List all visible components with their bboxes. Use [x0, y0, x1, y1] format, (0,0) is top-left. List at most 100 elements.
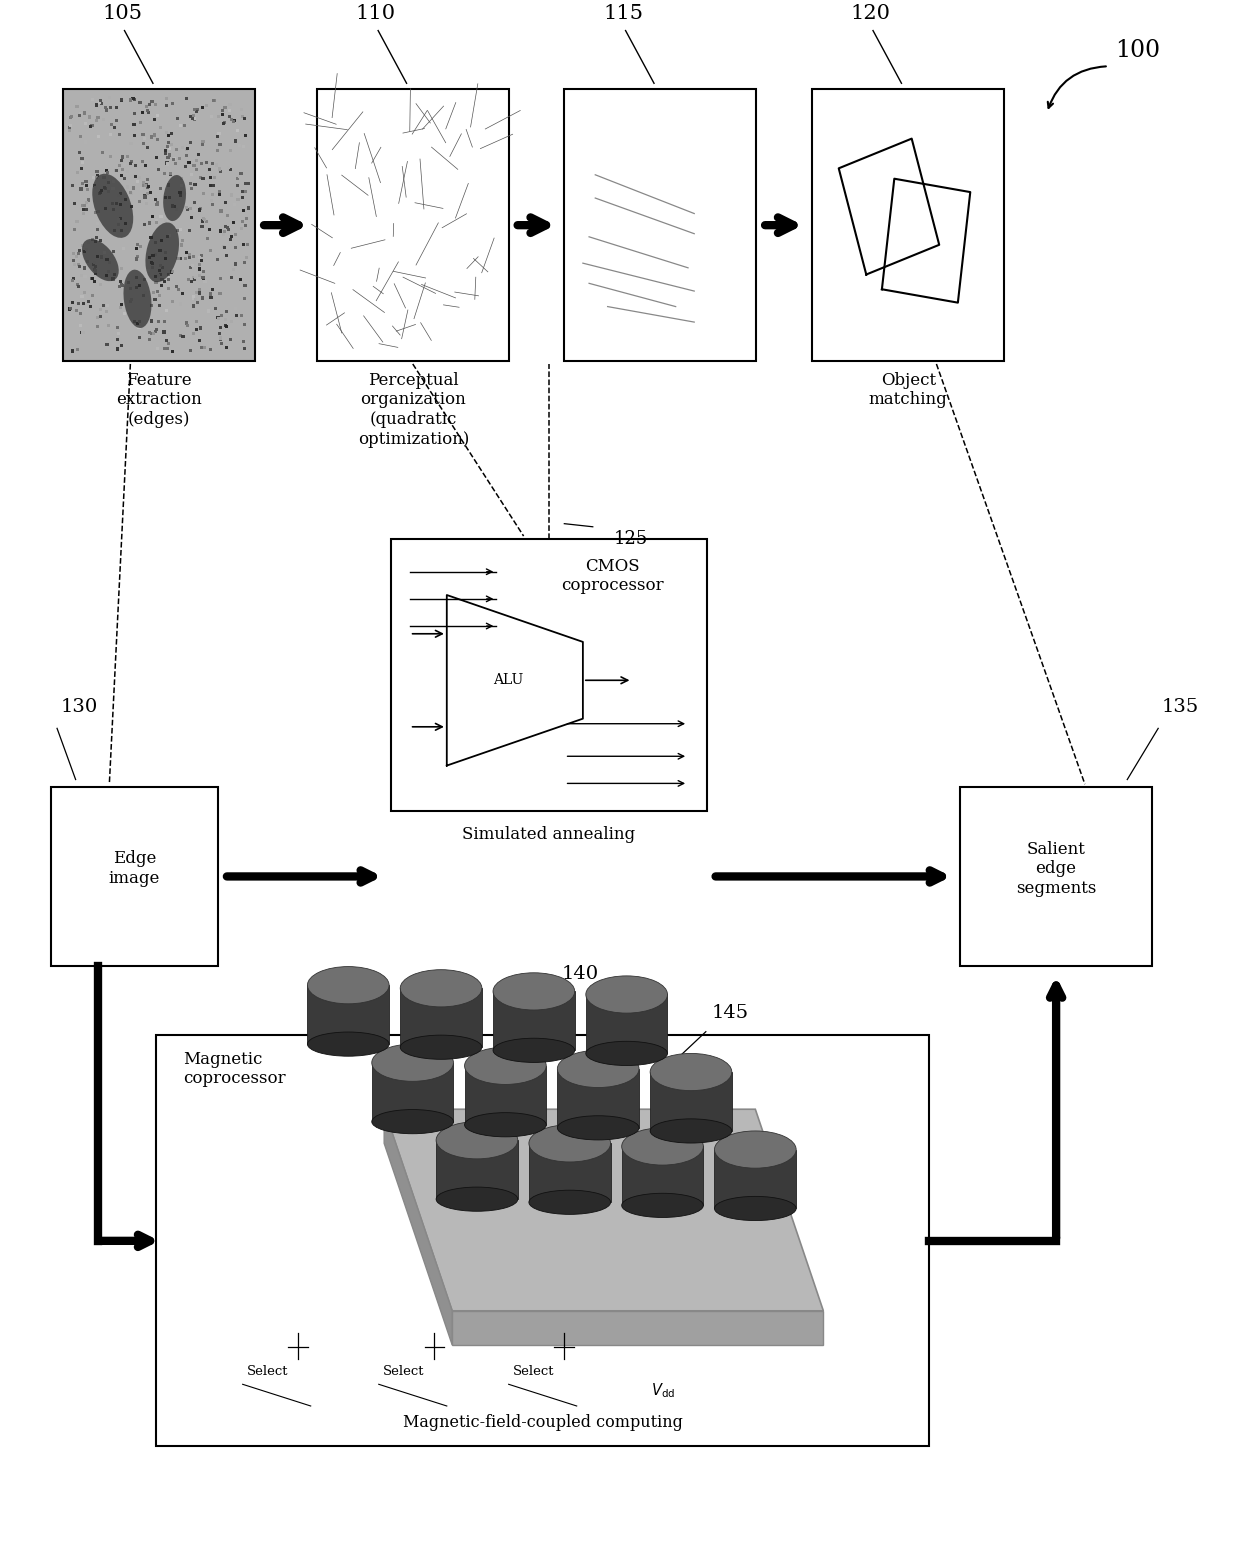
- Point: [81, 114, 100, 139]
- Text: Select: Select: [512, 1365, 554, 1378]
- Point: [151, 228, 171, 253]
- Point: [88, 217, 108, 242]
- Point: [144, 280, 164, 305]
- Point: [91, 297, 110, 322]
- Point: [190, 280, 210, 305]
- Point: [108, 314, 128, 339]
- Point: [112, 88, 131, 113]
- Point: [126, 275, 146, 300]
- Point: [180, 217, 200, 242]
- Point: [140, 319, 160, 344]
- Point: [83, 283, 103, 308]
- Point: [162, 260, 182, 285]
- Point: [217, 216, 237, 241]
- Point: [122, 180, 141, 205]
- Point: [188, 142, 208, 167]
- Point: [110, 206, 130, 231]
- Point: [202, 192, 222, 217]
- Point: [182, 269, 202, 294]
- Point: [179, 197, 198, 222]
- Point: [157, 336, 177, 361]
- Point: [93, 106, 113, 131]
- Point: [180, 255, 200, 280]
- Point: [118, 175, 138, 200]
- Point: [159, 130, 179, 155]
- Point: [143, 250, 162, 275]
- Point: [83, 227, 103, 252]
- Point: [73, 321, 93, 346]
- Point: [185, 172, 205, 197]
- Point: [104, 114, 124, 139]
- Point: [139, 211, 159, 236]
- Point: [141, 125, 161, 150]
- Point: [110, 269, 130, 294]
- Point: [188, 97, 208, 122]
- Point: [193, 266, 213, 291]
- Point: [234, 233, 254, 258]
- Point: [120, 152, 140, 177]
- Point: [221, 138, 241, 163]
- Point: [224, 108, 244, 133]
- Point: [174, 135, 193, 160]
- Point: [148, 145, 167, 170]
- Point: [68, 272, 88, 297]
- Point: [234, 199, 254, 224]
- Point: [161, 260, 181, 285]
- Point: [192, 286, 212, 311]
- Point: [211, 158, 231, 183]
- Point: [103, 239, 123, 264]
- Point: [179, 150, 198, 175]
- Point: [156, 299, 176, 324]
- Text: 100: 100: [1115, 39, 1159, 61]
- Point: [143, 89, 162, 114]
- Point: [208, 307, 228, 332]
- Point: [95, 95, 115, 120]
- Point: [118, 144, 138, 169]
- Point: [216, 191, 236, 216]
- Point: [139, 321, 159, 346]
- Point: [201, 285, 221, 310]
- Point: [103, 266, 123, 291]
- Point: [108, 336, 128, 361]
- Point: [135, 127, 155, 152]
- Point: [203, 88, 223, 113]
- Point: [72, 150, 92, 175]
- Point: [217, 314, 237, 339]
- Point: [63, 241, 83, 266]
- Point: [141, 225, 161, 250]
- Ellipse shape: [650, 1118, 732, 1143]
- Point: [91, 228, 110, 253]
- Point: [71, 177, 91, 202]
- Point: [112, 163, 131, 188]
- Point: [86, 230, 105, 255]
- Point: [98, 178, 118, 203]
- Point: [71, 313, 91, 338]
- Bar: [564, 89, 756, 361]
- Point: [107, 95, 126, 120]
- Point: [117, 211, 136, 236]
- Point: [136, 94, 156, 119]
- Point: [114, 152, 134, 177]
- Bar: [317, 89, 508, 361]
- Point: [202, 188, 222, 213]
- Point: [94, 175, 114, 200]
- Point: [193, 181, 213, 206]
- Point: [210, 321, 229, 346]
- Point: [207, 247, 227, 272]
- Point: [193, 166, 213, 191]
- Text: 115: 115: [603, 3, 644, 23]
- Point: [184, 321, 203, 346]
- Point: [104, 217, 124, 242]
- Point: [150, 283, 170, 308]
- Point: [159, 172, 179, 197]
- Ellipse shape: [436, 1121, 518, 1159]
- Point: [76, 191, 95, 216]
- Point: [210, 178, 229, 203]
- Text: Feature
extraction
(edges): Feature extraction (edges): [115, 372, 201, 429]
- Bar: [960, 787, 1152, 965]
- Point: [157, 152, 177, 177]
- Point: [61, 296, 81, 321]
- Point: [88, 314, 108, 339]
- Point: [146, 210, 166, 235]
- Point: [226, 222, 246, 247]
